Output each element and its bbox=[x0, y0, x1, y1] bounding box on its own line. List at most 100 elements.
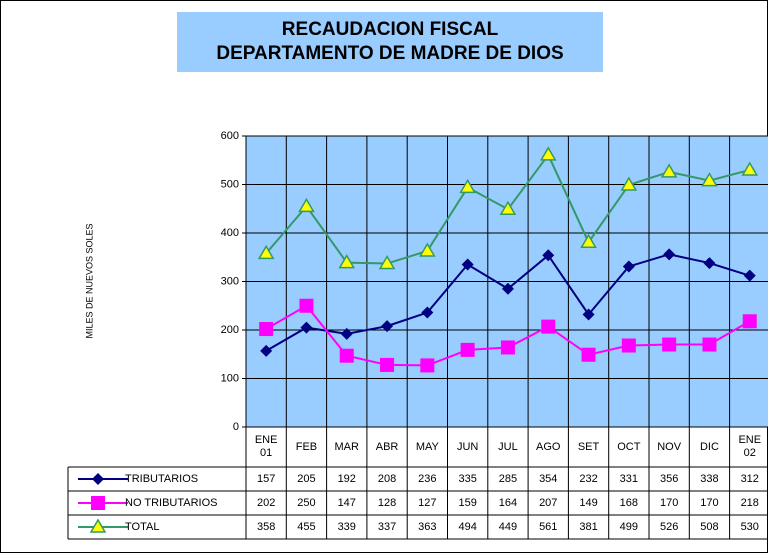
table-value: 168 bbox=[620, 497, 638, 509]
marker bbox=[259, 322, 274, 337]
marker bbox=[298, 197, 315, 213]
table-value: 170 bbox=[700, 497, 718, 509]
table-value: 312 bbox=[741, 473, 759, 485]
table-value: 147 bbox=[338, 497, 356, 509]
legend-label: TOTAL bbox=[125, 521, 159, 533]
table-value: 164 bbox=[499, 497, 517, 509]
table-value: 508 bbox=[700, 521, 718, 533]
table-value: 358 bbox=[257, 521, 275, 533]
table-value: 356 bbox=[660, 473, 678, 485]
table-value: 338 bbox=[700, 473, 718, 485]
table-value: 205 bbox=[297, 473, 315, 485]
y-tick-label: 500 bbox=[221, 178, 239, 190]
marker bbox=[703, 257, 716, 270]
marker bbox=[299, 298, 314, 313]
marker bbox=[419, 242, 436, 257]
table-value: 337 bbox=[378, 521, 396, 533]
marker bbox=[421, 306, 434, 319]
marker bbox=[541, 319, 556, 334]
x-tick-label: SET bbox=[577, 440, 600, 453]
y-tick-label: 0 bbox=[233, 421, 239, 433]
y-axis-label: MILES DE NUEVOS SOLES bbox=[84, 223, 94, 338]
table-value: 170 bbox=[660, 497, 678, 509]
marker bbox=[741, 161, 759, 176]
table-value: 526 bbox=[660, 521, 678, 533]
table-value: 149 bbox=[579, 497, 597, 509]
marker bbox=[260, 344, 273, 357]
table-value: 128 bbox=[378, 497, 396, 509]
marker bbox=[620, 176, 638, 191]
table-value: 202 bbox=[257, 497, 275, 509]
x-tick-label: MAY bbox=[415, 440, 439, 453]
table-value: 494 bbox=[458, 521, 476, 533]
legend-label: TRIBUTARIOS bbox=[125, 473, 198, 485]
x-tick-label: ABR bbox=[375, 440, 399, 453]
marker bbox=[663, 248, 676, 261]
x-tick-label: OCT bbox=[617, 440, 641, 453]
y-tick-label: 100 bbox=[221, 372, 239, 384]
legend-marker bbox=[92, 473, 104, 485]
legend-marker bbox=[91, 496, 105, 510]
marker bbox=[339, 348, 354, 363]
table-value: 530 bbox=[741, 521, 759, 533]
marker bbox=[459, 178, 476, 194]
x-tick-label: MAR bbox=[334, 440, 359, 453]
table-value: 192 bbox=[338, 473, 356, 485]
marker bbox=[501, 282, 514, 295]
x-tick-label: JUL bbox=[498, 440, 518, 453]
table-value: 218 bbox=[741, 497, 759, 509]
table-value: 449 bbox=[499, 521, 517, 533]
marker bbox=[743, 269, 756, 282]
table-value: 207 bbox=[539, 497, 557, 509]
marker bbox=[742, 314, 757, 329]
table-value: 561 bbox=[539, 521, 557, 533]
marker bbox=[622, 260, 635, 273]
marker bbox=[499, 200, 517, 215]
marker bbox=[378, 255, 396, 270]
table-value: 157 bbox=[257, 473, 275, 485]
marker bbox=[542, 249, 555, 262]
y-tick-label: 300 bbox=[221, 275, 239, 287]
marker bbox=[660, 163, 678, 178]
table-value: 159 bbox=[458, 497, 476, 509]
marker bbox=[581, 347, 596, 362]
table-value: 250 bbox=[297, 497, 315, 509]
table-value: 127 bbox=[418, 497, 436, 509]
table-value: 232 bbox=[579, 473, 597, 485]
marker bbox=[539, 146, 557, 161]
title-line: DEPARTAMENTO DE MADRE DE DIOS bbox=[216, 43, 564, 64]
marker bbox=[621, 338, 636, 353]
marker bbox=[420, 358, 435, 373]
table-value: 208 bbox=[378, 473, 396, 485]
marker bbox=[381, 320, 394, 333]
title-line: RECAUDACION FISCAL bbox=[281, 19, 499, 40]
marker bbox=[702, 337, 717, 352]
marker bbox=[701, 172, 718, 187]
table-value: 335 bbox=[458, 473, 476, 485]
x-tick-label: JUN bbox=[456, 440, 479, 453]
x-tick-label: ENE 01 bbox=[254, 434, 278, 459]
table-value: 339 bbox=[338, 521, 356, 533]
marker bbox=[340, 327, 353, 340]
marker bbox=[662, 337, 677, 352]
y-tick-label: 600 bbox=[221, 130, 239, 142]
x-tick-label: NOV bbox=[657, 440, 682, 453]
legend-marker bbox=[89, 518, 107, 533]
chart-title: RECAUDACION FISCAL DEPARTAMENTO DE MADRE… bbox=[177, 12, 603, 72]
marker bbox=[582, 308, 595, 321]
table-value: 236 bbox=[418, 473, 436, 485]
marker bbox=[338, 254, 356, 269]
marker bbox=[300, 321, 313, 334]
table-value: 285 bbox=[499, 473, 517, 485]
table-value: 354 bbox=[539, 473, 557, 485]
x-tick-label: ENE 02 bbox=[738, 434, 762, 459]
table-value: 331 bbox=[620, 473, 638, 485]
y-tick-label: 400 bbox=[221, 227, 239, 239]
table-value: 381 bbox=[579, 521, 597, 533]
marker bbox=[380, 357, 395, 372]
table-value: 363 bbox=[418, 521, 436, 533]
x-tick-label: DIC bbox=[699, 440, 719, 453]
marker bbox=[461, 258, 474, 271]
